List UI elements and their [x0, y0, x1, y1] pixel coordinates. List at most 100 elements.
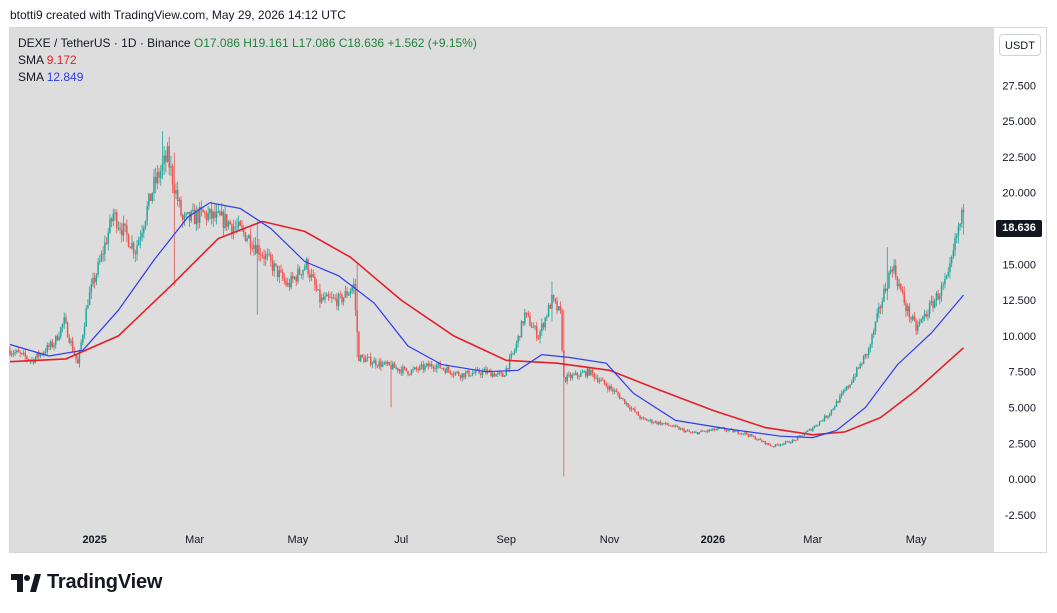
candle-body: [361, 355, 364, 358]
candle-body: [295, 276, 297, 282]
open-value: O17.086: [193, 36, 240, 50]
legend-sma-long[interactable]: SMA 9.172: [18, 52, 477, 69]
price-axis[interactable]: [994, 28, 1046, 552]
candle-body: [854, 376, 856, 378]
candle-body: [136, 245, 138, 255]
candle-body: [144, 220, 147, 228]
candle-body: [375, 360, 377, 366]
candle-body: [154, 176, 157, 184]
candle-body: [569, 374, 572, 379]
candle-body: [574, 372, 577, 375]
candle-body: [708, 429, 711, 431]
candle-body: [168, 146, 170, 168]
candle-body: [88, 292, 91, 306]
candle-body: [12, 353, 15, 355]
candle-body: [666, 422, 668, 425]
candle-body: [246, 238, 248, 241]
candle-body: [48, 345, 50, 347]
candle-body: [364, 358, 367, 362]
candle-body: [705, 431, 707, 433]
candle-body: [331, 297, 333, 299]
candle-body: [410, 370, 413, 375]
candle-body: [676, 426, 679, 428]
candle-body: [163, 155, 165, 165]
candle-body: [944, 279, 946, 285]
candle-body: [385, 361, 387, 364]
candle-body: [962, 209, 965, 213]
candle-body: [625, 403, 628, 404]
candle-body: [497, 372, 499, 375]
candle-body: [112, 213, 115, 222]
candle-body: [815, 425, 817, 427]
candle-body: [817, 424, 819, 426]
tradingview-logo[interactable]: TradingView: [11, 571, 162, 594]
candle-body: [187, 211, 189, 214]
candle-body: [566, 374, 568, 382]
candle-body: [137, 240, 140, 246]
candle-body: [910, 317, 912, 320]
candle-body: [866, 353, 868, 356]
candle-body: [325, 294, 328, 297]
time-axis[interactable]: [10, 525, 994, 552]
candle-body: [76, 359, 79, 364]
candle-body: [864, 353, 867, 357]
candle-body: [525, 312, 528, 314]
candle-body: [383, 361, 386, 364]
candle-body: [395, 367, 397, 369]
candle-body: [850, 382, 853, 385]
sma-long-line: [9, 220, 965, 436]
candle-body: [358, 332, 360, 362]
candle-body: [115, 212, 118, 229]
candle-body: [412, 369, 414, 371]
candle-body: [263, 256, 265, 260]
candle-body: [390, 365, 392, 370]
candle-body: [535, 326, 538, 339]
candle-body: [927, 314, 929, 317]
candle-body: [947, 271, 950, 276]
candle-body: [883, 288, 885, 302]
candle-body: [896, 277, 899, 287]
currency-button[interactable]: USDT: [999, 34, 1041, 56]
candle-body: [867, 348, 870, 356]
candle-body: [288, 283, 291, 288]
candle-body: [644, 418, 646, 420]
candle-body: [796, 436, 799, 441]
price-tick-label: 0.000: [1008, 474, 1036, 486]
time-tick-label: Jul: [394, 534, 408, 546]
time-tick-label: 2026: [701, 534, 725, 546]
candle-body: [58, 336, 60, 341]
candle-body: [332, 297, 335, 299]
candle-body: [754, 436, 756, 440]
candle-body: [129, 246, 131, 249]
candle-body: [320, 297, 323, 303]
candle-body: [354, 284, 357, 311]
candle-body: [226, 214, 228, 227]
candle-body: [259, 254, 262, 256]
candle-body: [182, 215, 184, 220]
candle-body: [595, 377, 597, 379]
candle-body: [505, 368, 507, 376]
candle-body: [813, 425, 816, 429]
candle-body: [439, 363, 441, 369]
symbol-info[interactable]: DEXE / TetherUS · 1D · Binance: [18, 36, 191, 50]
candle-body: [493, 373, 496, 377]
candle-body: [102, 253, 104, 255]
candle-body: [752, 436, 755, 438]
time-tick-label: May: [906, 534, 927, 546]
candle-body: [495, 374, 497, 377]
candle-body: [629, 406, 631, 410]
candle-body: [60, 327, 62, 337]
candle-body: [97, 262, 99, 275]
candle-body: [258, 245, 260, 255]
candle-body: [791, 439, 794, 443]
candle-body: [949, 263, 951, 272]
candle-body: [319, 289, 321, 303]
candle-body: [698, 431, 701, 435]
candle-body: [447, 367, 450, 371]
candle-body: [256, 245, 259, 254]
legend-sma-short[interactable]: SMA 12.849: [18, 69, 477, 86]
candle-body: [959, 223, 961, 227]
candle-body: [468, 370, 470, 377]
candle-body: [635, 412, 638, 413]
